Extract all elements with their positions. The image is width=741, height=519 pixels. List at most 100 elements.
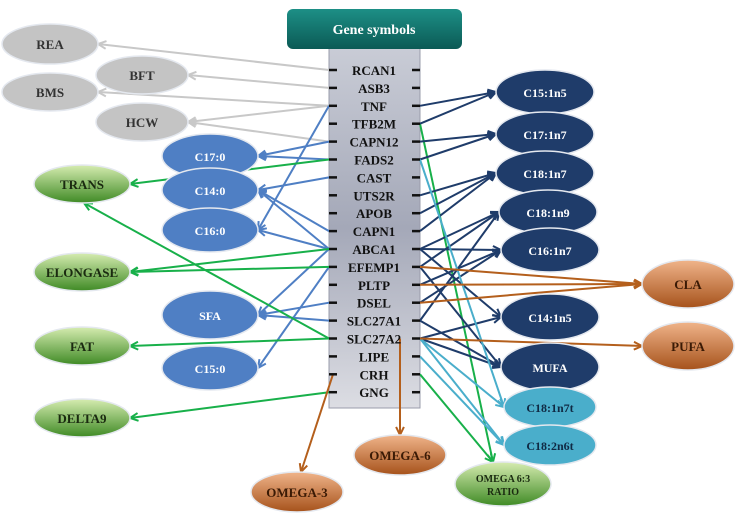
edge-line (419, 337, 502, 368)
edge-line (257, 105, 330, 231)
gene-label: CAPN1 (353, 224, 396, 239)
gene-label: UTS2R (353, 188, 395, 203)
gene-label: FADS2 (354, 153, 393, 168)
trait-ellipse (500, 293, 600, 341)
edge-line (419, 337, 505, 446)
trait-ellipse (503, 424, 597, 466)
trait-label: FAT (70, 339, 94, 354)
edge-line (419, 337, 505, 408)
trait-label: OMEGA-3 (266, 485, 328, 500)
trait-label: PUFA (671, 339, 705, 354)
trait-ellipse (500, 227, 600, 273)
trait-node-omega3: OMEGA-3 (250, 471, 344, 513)
gene-label: SLC27A1 (347, 314, 401, 329)
trait-ellipse (454, 461, 552, 507)
trait-node-mufa: MUFA (500, 342, 600, 392)
trait-ellipse (33, 398, 131, 438)
trait-node-cla: CLA (641, 259, 735, 309)
trait-label: C15:1n5 (523, 86, 566, 100)
edge-gng-to-delta9 (127, 391, 330, 422)
trait-label: C17:0 (195, 150, 226, 164)
gene-label: GNG (359, 385, 389, 400)
edge-abca1-to-c160 (255, 227, 330, 250)
trait-node-c170: C17:0 (161, 133, 259, 179)
trait-ellipse (95, 102, 189, 142)
trait-label: C14:1n5 (528, 311, 571, 325)
edge-line (419, 283, 643, 286)
trait-node-c151n5: C15:1n5 (495, 69, 595, 115)
edge-line (419, 91, 497, 107)
trait-node-pufa: PUFA (641, 321, 735, 371)
trait-ellipse (1, 72, 99, 112)
edge-line (419, 172, 497, 215)
edge-line (419, 265, 643, 285)
trait-ellipse (161, 207, 259, 253)
edge-line (419, 373, 494, 463)
trait-node-c141n5: C14:1n5 (500, 293, 600, 341)
edge-line (419, 248, 502, 251)
trait-node-c181n9: C18:1n9 (498, 189, 598, 235)
trait-node-c182n6t: C18:2n6t (503, 424, 597, 466)
trait-label: BFT (129, 68, 155, 83)
trait-node-ratio: OMEGA 6:3 RATIO (454, 461, 552, 507)
trait-label: C15:0 (195, 362, 226, 376)
edge-line (419, 337, 643, 347)
trait-label: OMEGA-6 (369, 448, 431, 463)
gene-label: ASB3 (358, 81, 390, 96)
gene-label: CAST (357, 170, 392, 185)
gene-label: EFEMP1 (348, 260, 400, 275)
trait-ellipse (641, 259, 735, 309)
edge-line (129, 337, 330, 347)
edge-line (257, 176, 330, 191)
trait-label: C18:2n6t (526, 439, 573, 453)
trait-label: C14:0 (195, 184, 226, 198)
trait-ellipse (353, 434, 447, 476)
trait-node-c160: C16:0 (161, 207, 259, 253)
trait-ellipse (95, 55, 189, 95)
edge-line (419, 159, 505, 408)
trait-ellipse (641, 321, 735, 371)
edge-line (257, 155, 330, 161)
edge-tfb2m-to-c151n5 (419, 90, 499, 125)
trait-node-trans: TRANS (33, 164, 131, 204)
trait-label: C17:1n7 (523, 128, 566, 142)
header-box (287, 9, 462, 49)
header-title: Gene symbols (333, 23, 416, 38)
edge-line (129, 248, 330, 273)
edge-line (129, 265, 330, 273)
trait-label: C16:0 (195, 224, 226, 238)
gene-label: PLTP (358, 278, 390, 293)
edge-line (257, 301, 330, 316)
trait-label: REA (36, 37, 64, 52)
edge-asb3-to-bft (185, 70, 330, 89)
trait-label: DELTA9 (57, 411, 107, 426)
gene-label: APOB (356, 206, 392, 221)
trait-node-bft: BFT (95, 55, 189, 95)
gene-label: RCAN1 (352, 63, 396, 78)
edge-line (97, 43, 330, 71)
edge-line (257, 140, 330, 157)
trait-node-hcw: HCW (95, 102, 189, 142)
edge-crh-to-omega3 (298, 373, 334, 475)
gene-label: DSEL (357, 296, 391, 311)
trait-ellipse (33, 326, 131, 366)
edge-line (257, 248, 330, 316)
edge-line (419, 266, 502, 368)
edge-line (129, 391, 330, 419)
trait-label: ELONGASE (46, 265, 118, 280)
trait-label: OMEGA 6:3 RATIO (476, 474, 530, 498)
edge-line (257, 266, 330, 369)
trait-label: C18:1n9 (526, 206, 569, 220)
trait-ellipse (1, 23, 99, 65)
edge-line (419, 355, 505, 446)
trait-ellipse (33, 252, 131, 292)
gene-label: ABCA1 (352, 242, 395, 257)
trait-label: TRANS (60, 177, 104, 192)
trait-label: BMS (36, 85, 64, 100)
gene-column (328, 47, 421, 409)
edge-capn12-to-c171n7 (419, 129, 499, 143)
trait-node-c171n7: C17:1n7 (495, 111, 595, 157)
edge-line (257, 189, 330, 250)
